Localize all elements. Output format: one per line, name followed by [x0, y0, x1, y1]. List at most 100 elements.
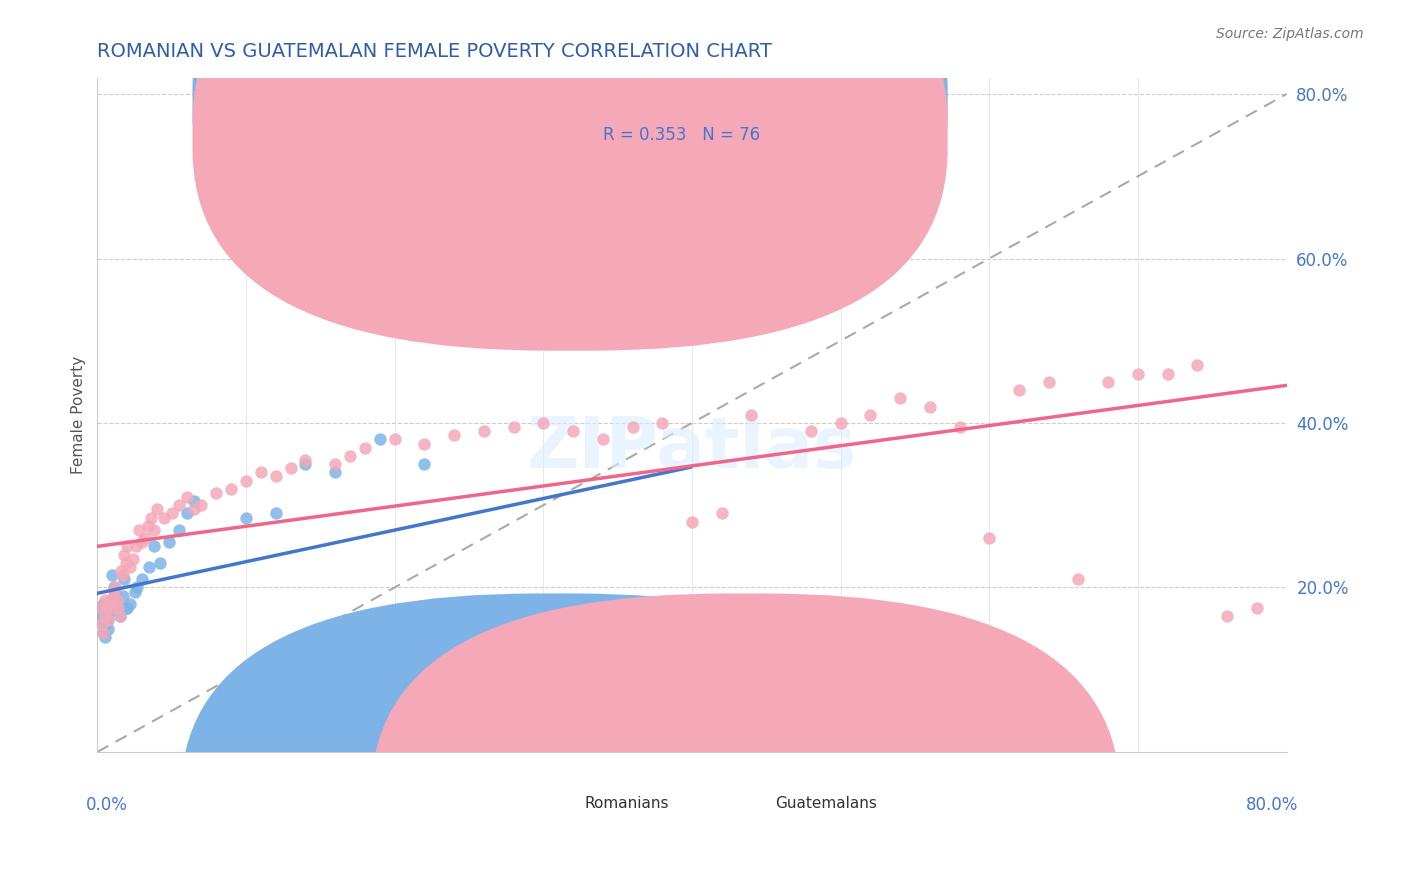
Point [1067, 572, 1090, 586]
Point [94, 592, 117, 607]
Point [105, 592, 128, 607]
Point [219, 482, 242, 496]
Point [128, 523, 150, 537]
Point [91, 625, 114, 640]
Point [1246, 601, 1268, 615]
Point [94, 601, 117, 615]
Point [472, 424, 495, 438]
Point [740, 408, 762, 422]
Point [800, 424, 823, 438]
Point [1008, 383, 1031, 397]
Point [592, 433, 614, 447]
Point [94, 609, 117, 624]
Point [157, 535, 180, 549]
Point [167, 523, 190, 537]
Point [98, 605, 121, 619]
Point [108, 609, 131, 624]
Point [531, 416, 554, 430]
Point [176, 490, 198, 504]
Point [979, 531, 1001, 545]
Point [114, 601, 136, 615]
Point [1038, 375, 1060, 389]
Point [120, 560, 142, 574]
FancyBboxPatch shape [180, 593, 929, 892]
Point [100, 592, 122, 607]
Point [108, 609, 131, 624]
Point [101, 601, 124, 615]
Point [205, 486, 228, 500]
Point [149, 556, 172, 570]
Point [97, 622, 120, 636]
Point [96, 601, 118, 615]
Y-axis label: Female Poverty: Female Poverty [72, 356, 86, 474]
Point [111, 589, 134, 603]
FancyBboxPatch shape [371, 593, 1121, 892]
Point [770, 194, 793, 208]
Point [101, 601, 124, 615]
Text: R = 0.353   N = 76: R = 0.353 N = 76 [603, 126, 759, 144]
Point [235, 474, 257, 488]
Point [294, 457, 316, 471]
Text: Guatemalans: Guatemalans [775, 797, 877, 812]
Point [104, 584, 127, 599]
Point [89, 601, 111, 615]
FancyBboxPatch shape [526, 70, 882, 165]
Point [103, 581, 125, 595]
Text: ZIPatlas: ZIPatlas [527, 414, 858, 483]
Point [112, 548, 135, 562]
Point [136, 518, 159, 533]
Point [107, 601, 129, 615]
Point [142, 523, 165, 537]
Point [681, 515, 703, 529]
Point [127, 581, 149, 595]
Point [131, 535, 153, 549]
Point [1097, 375, 1119, 389]
Point [160, 507, 183, 521]
Point [264, 507, 287, 521]
Point [111, 568, 134, 582]
Point [413, 457, 436, 471]
FancyBboxPatch shape [193, 0, 948, 351]
Point [948, 420, 970, 434]
Point [339, 449, 361, 463]
Point [97, 613, 120, 627]
Point [384, 433, 406, 447]
Point [280, 461, 302, 475]
Point [859, 408, 882, 422]
Point [90, 609, 112, 624]
Point [354, 441, 377, 455]
Point [918, 400, 941, 414]
Point [114, 556, 136, 570]
Point [122, 551, 145, 566]
Point [146, 502, 169, 516]
Point [443, 428, 465, 442]
Point [621, 420, 644, 434]
Point [190, 498, 212, 512]
Point [94, 630, 117, 644]
Point [110, 564, 132, 578]
FancyBboxPatch shape [193, 0, 948, 317]
Point [91, 597, 114, 611]
Point [131, 572, 153, 586]
Point [413, 436, 436, 450]
Point [120, 597, 142, 611]
Point [125, 539, 148, 553]
Point [183, 502, 205, 516]
Point [115, 539, 138, 553]
Point [502, 420, 524, 434]
Text: 0.0%: 0.0% [86, 796, 128, 814]
Point [90, 617, 112, 632]
Point [167, 498, 190, 512]
Text: Source: ZipAtlas.com: Source: ZipAtlas.com [1216, 27, 1364, 41]
Point [142, 539, 165, 553]
Point [153, 510, 176, 524]
Point [264, 469, 287, 483]
Point [235, 510, 257, 524]
Point [368, 433, 391, 447]
Point [105, 592, 128, 607]
Point [323, 466, 346, 480]
Point [89, 601, 111, 615]
Point [103, 584, 125, 599]
Point [139, 510, 162, 524]
Point [100, 592, 122, 607]
